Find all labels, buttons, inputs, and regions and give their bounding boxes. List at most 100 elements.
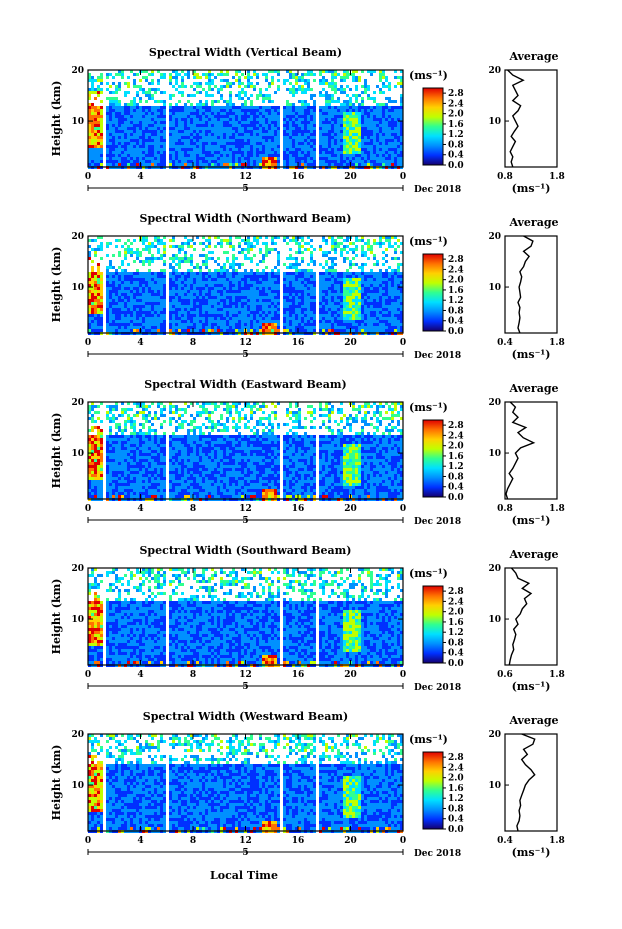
colorbar-tick-label: 0.8 [448, 140, 464, 150]
colorbar-tick-label: 0.0 [448, 327, 464, 337]
colorbar-tick-label: 1.6 [448, 120, 464, 130]
x-axis-label: Local Time [210, 869, 278, 882]
x-tick-label: 12 [239, 670, 252, 680]
colorbar-tick-label: 2.4 [448, 431, 464, 441]
x-tick-label: 8 [190, 172, 196, 182]
profile-y-tick-label: 10 [488, 781, 501, 791]
x-tick-label: 4 [137, 338, 143, 348]
colorbar-unit: (ms⁻¹) [409, 733, 448, 746]
colorbar-tick-label: 0.0 [448, 493, 464, 503]
y-axis-label: Height (km) [50, 247, 63, 323]
day-label: 5 [242, 516, 248, 526]
profile-x-tick-label: 1.8 [549, 338, 565, 348]
y-tick-label: 20 [71, 232, 84, 242]
profile-y-tick-label: 10 [488, 449, 501, 459]
profile-title: Average [508, 50, 558, 63]
profile-frame [504, 69, 558, 168]
heatmap-field [88, 568, 403, 667]
colorbar-tick-label: 2.4 [448, 265, 464, 275]
profile-x-tick-label: 0.6 [497, 670, 513, 680]
x-tick-label: 0 [400, 670, 406, 680]
colorbar-tick-label: 2.0 [448, 276, 464, 286]
colorbar-tick-label: 0.4 [448, 483, 464, 493]
colorbar-tick-label: 2.0 [448, 774, 464, 784]
y-tick-label: 20 [71, 66, 84, 76]
x-tick-label: 4 [137, 836, 143, 846]
day-label: 5 [242, 848, 248, 858]
colorbar-tick-label: 1.2 [448, 462, 464, 472]
colorbar-tick-label: 1.2 [448, 794, 464, 804]
panel-1: Spectral Width (Northward Beam) 0 4 8 12 16 20… [50, 212, 565, 361]
y-tick-label: 10 [71, 449, 84, 459]
profile-x-tick-label: 0.8 [497, 504, 513, 514]
panel-title: Spectral Width (Westward Beam) [143, 710, 348, 723]
y-axis-label: Height (km) [50, 579, 63, 655]
y-axis-label: Height (km) [50, 413, 63, 489]
profile-x-tick-label: 0.4 [497, 836, 513, 846]
x-tick-label: 20 [344, 670, 357, 680]
profile-title: Average [508, 548, 558, 561]
y-tick-label: 10 [71, 781, 84, 791]
panel-0: Spectral Width (Vertical Beam) 0 4 8 12 16 20 0… [50, 46, 565, 195]
colorbar-tick-label: 1.2 [448, 296, 464, 306]
x-tick-label: 0 [85, 670, 91, 680]
colorbar [422, 585, 444, 664]
x-tick-label: 16 [292, 172, 305, 182]
profile-y-tick-label: 10 [488, 615, 501, 625]
x-tick-label: 12 [239, 836, 252, 846]
profile-line [505, 401, 536, 500]
x-tick-label: 16 [292, 836, 305, 846]
colorbar [422, 419, 444, 498]
x-tick-label: 20 [344, 172, 357, 182]
x-tick-label: 0 [400, 338, 406, 348]
x-tick-label: 4 [137, 172, 143, 182]
y-tick-label: 20 [71, 398, 84, 408]
colorbar-tick-label: 2.0 [448, 442, 464, 452]
x-tick-label: 8 [190, 836, 196, 846]
x-tick-label: 8 [190, 338, 196, 348]
panel-title: Spectral Width (Eastward Beam) [144, 378, 346, 391]
profile-x-tick-label: 1.8 [549, 172, 565, 182]
heatmap-field [88, 402, 403, 501]
profile-y-tick-label: 20 [488, 398, 501, 408]
colorbar-tick-label: 2.8 [448, 753, 464, 763]
colorbar-tick-label: 1.6 [448, 286, 464, 296]
colorbar-tick-label: 2.8 [448, 255, 464, 265]
x-tick-label: 0 [85, 836, 91, 846]
colorbar-tick-label: 2.0 [448, 608, 464, 618]
profile-x-label: (ms⁻¹) [512, 348, 551, 361]
colorbar-tick-label: 0.8 [448, 638, 464, 648]
x-tick-label: 4 [137, 670, 143, 680]
profile-x-label: (ms⁻¹) [512, 182, 551, 195]
profile-x-label: (ms⁻¹) [512, 680, 551, 693]
panel-2: Spectral Width (Eastward Beam) 0 4 8 12 16 20 0… [50, 378, 565, 527]
profile-x-tick-label: 1.8 [549, 504, 565, 514]
profile-y-tick-label: 20 [488, 66, 501, 76]
day-label: 5 [242, 682, 248, 692]
panel-3: Spectral Width (Southward Beam) 0 4 8 12 16 20… [50, 544, 565, 693]
x-tick-label: 0 [85, 172, 91, 182]
colorbar-tick-label: 0.4 [448, 649, 464, 659]
colorbar-tick-label: 0.0 [448, 659, 464, 669]
heatmap-field [88, 734, 403, 833]
x-tick-label: 12 [239, 172, 252, 182]
colorbar [422, 751, 444, 830]
profile-frame [504, 401, 558, 500]
colorbar-tick-label: 2.4 [448, 99, 464, 109]
colorbar-tick-label: 2.8 [448, 421, 464, 431]
date-label: Dec 2018 [414, 849, 461, 859]
x-tick-label: 8 [190, 504, 196, 514]
x-tick-label: 0 [85, 504, 91, 514]
y-axis-label: Height (km) [50, 81, 63, 157]
x-tick-label: 0 [85, 338, 91, 348]
heatmap-field [88, 70, 403, 169]
date-label: Dec 2018 [414, 517, 461, 527]
colorbar-tick-label: 2.4 [448, 763, 464, 773]
colorbar-tick-label: 1.2 [448, 628, 464, 638]
x-tick-label: 0 [400, 504, 406, 514]
colorbar-tick-label: 1.6 [448, 784, 464, 794]
profile-x-tick-label: 1.8 [549, 670, 565, 680]
x-tick-label: 16 [292, 670, 305, 680]
x-tick-label: 16 [292, 504, 305, 514]
